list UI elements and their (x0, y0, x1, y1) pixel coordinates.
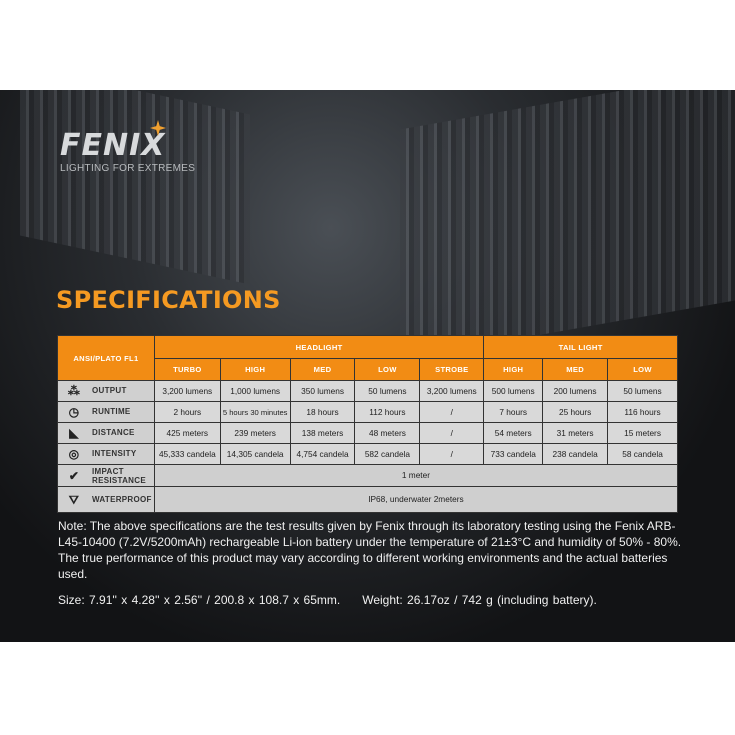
impact-value: 1 meter (153, 464, 679, 487)
mode-header: HIGH (219, 358, 291, 381)
table-cell: 239 meters (219, 422, 291, 444)
footer-text: Note: The above specifications are the t… (58, 518, 688, 608)
table-cell: 15 meters (607, 422, 678, 444)
table-cell: 50 lumens (354, 380, 421, 402)
table-cell: / (419, 401, 485, 423)
table-cell: 733 candela (483, 443, 544, 465)
table-cell: 112 hours (354, 401, 421, 423)
table-cell: 116 hours (607, 401, 678, 423)
label-text: IMPACT RESISTANCE (92, 466, 146, 485)
table-cell: 54 meters (483, 422, 544, 444)
table-cell: 350 lumens (289, 380, 356, 402)
page-title: SPECIFICATIONS (56, 286, 281, 314)
table-cell: 50 lumens (607, 380, 678, 402)
mode-header: TURBO (153, 358, 221, 381)
mode-header: MED (289, 358, 356, 381)
shelf-right (400, 90, 735, 360)
table-cell: 3,200 lumens (153, 380, 221, 402)
mode-header: MED (542, 358, 609, 381)
table-cell: 18 hours (289, 401, 356, 423)
logo-wordmark: FENIX (60, 128, 166, 163)
table-cell: 25 hours (542, 401, 609, 423)
row-label: ⁂ OUTPUT (57, 380, 155, 402)
table-cell: 238 candela (542, 443, 609, 465)
table-cell: 48 meters (354, 422, 421, 444)
table-row: ◷ RUNTIME 2 hours 5 hours 30 minutes 18 hour… (57, 401, 678, 423)
row-label: ⛛ WATERPROOF (57, 486, 155, 513)
mode-header: HIGH (483, 358, 544, 381)
table-cell: 5 hours 30 minutes (219, 401, 291, 423)
row-label: ◎ INTENSITY (57, 443, 155, 465)
impact-icon: ✔ (68, 468, 80, 483)
table-cell: 45,333 candela (153, 443, 221, 465)
table-cell: / (419, 422, 485, 444)
beam-distance-icon: ◣ (69, 426, 79, 440)
group-header: TAIL LIGHT (483, 335, 678, 359)
size-text: Size: 7.91'' x 4.28'' x 2.56'' / 200.8 x… (58, 593, 341, 607)
table-cell: 2 hours (153, 401, 221, 423)
note-text: Note: The above specifications are the t… (58, 519, 682, 581)
table-cell: 1,000 lumens (219, 380, 291, 402)
label-text: WATERPROOF (92, 494, 152, 504)
label-text: OUTPUT (92, 386, 127, 396)
row-label: ✔ IMPACT RESISTANCE (57, 464, 155, 487)
table-row: ⁂ OUTPUT 3,200 lumens 1,000 lumens 350 lumen… (57, 380, 678, 402)
light-rays-icon: ⁂ (67, 384, 81, 398)
target-icon: ◎ (68, 447, 80, 461)
table-cell: 14,305 candela (219, 443, 291, 465)
group-header: HEADLIGHT (153, 335, 485, 359)
fenix-logo: FENIX LIGHTING FOR EXTREMES (60, 120, 196, 175)
waterproof-value: IP68, underwater 2meters (153, 486, 679, 513)
mode-header: LOW (354, 358, 421, 381)
table-cell: 582 candela (354, 443, 421, 465)
clock-icon: ◷ (68, 405, 80, 419)
mode-header: LOW (607, 358, 678, 381)
logo-tagline: LIGHTING FOR EXTREMES (60, 163, 196, 174)
banner-background: FENIX LIGHTING FOR EXTREMES SPECIFICATIO… (0, 90, 735, 642)
waterproof-icon: ⛛ (68, 492, 80, 507)
table-cell: 500 lumens (483, 380, 544, 402)
row-label: ◷ RUNTIME (57, 401, 155, 423)
label-text: INTENSITY (92, 449, 137, 459)
table-cell: / (419, 443, 485, 465)
spec-table: ANSI/PLATO FL1 HEADLIGHT TAIL LIGHT TURB… (57, 335, 679, 513)
table-cell: 7 hours (483, 401, 544, 423)
dimensions-line: Size: 7.91'' x 4.28'' x 2.56'' / 200.8 x… (58, 592, 688, 608)
corner-header: ANSI/PLATO FL1 (57, 335, 155, 381)
row-label: ◣ DISTANCE (57, 422, 155, 444)
weight-text: Weight: 26.17oz / 742 g (including batte… (362, 593, 597, 607)
label-text: DISTANCE (92, 428, 135, 438)
table-row: ◣ DISTANCE 425 meters 239 meters 138 meters 4… (57, 422, 678, 444)
label-text: RUNTIME (92, 407, 131, 417)
mode-header: STROBE (419, 358, 485, 381)
shelf-left (20, 90, 250, 285)
table-cell: 4,754 candela (289, 443, 356, 465)
table-cell: 200 lumens (542, 380, 609, 402)
table-cell: 425 meters (153, 422, 221, 444)
table-cell: 31 meters (542, 422, 609, 444)
table-row: ◎ INTENSITY 45,333 candela 14,305 candela 4,… (57, 443, 678, 465)
table-cell: 58 candela (607, 443, 678, 465)
table-cell: 138 meters (289, 422, 356, 444)
table-cell: 3,200 lumens (419, 380, 485, 402)
